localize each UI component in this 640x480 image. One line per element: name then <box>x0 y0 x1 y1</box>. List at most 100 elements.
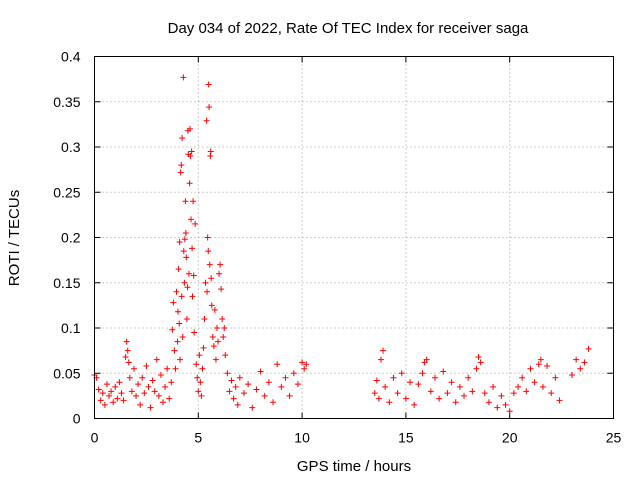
data-point <box>110 399 117 406</box>
data-point <box>506 408 513 415</box>
data-point <box>135 381 142 388</box>
data-point <box>181 236 188 243</box>
data-point <box>199 365 206 372</box>
data-point <box>427 388 434 395</box>
data-point <box>502 401 509 408</box>
data-point <box>175 266 182 273</box>
data-point <box>174 338 181 345</box>
data-point <box>176 320 183 327</box>
y-tick-label: 0.25 <box>53 184 80 200</box>
data-point <box>124 347 131 354</box>
data-point <box>228 377 235 384</box>
data-point <box>118 390 125 397</box>
data-point <box>232 383 239 390</box>
data-point <box>189 293 196 300</box>
data-point <box>95 386 102 393</box>
data-point <box>380 347 387 354</box>
y-tick-label: 0.4 <box>61 49 81 65</box>
data-point <box>179 134 186 141</box>
data-point <box>206 104 213 111</box>
data-point <box>208 275 215 282</box>
data-point <box>171 347 178 354</box>
data-points <box>91 74 592 415</box>
data-point <box>415 381 422 388</box>
data-point <box>240 390 247 397</box>
data-point <box>203 117 210 124</box>
data-point <box>568 372 575 379</box>
data-point <box>173 288 180 295</box>
data-point <box>222 352 229 359</box>
data-point <box>585 345 592 352</box>
data-point <box>147 404 154 411</box>
data-point <box>198 392 205 399</box>
data-point <box>212 356 219 363</box>
data-point <box>187 153 194 160</box>
data-point <box>386 399 393 406</box>
data-point <box>168 379 175 386</box>
y-tick-label: 0.2 <box>61 230 81 246</box>
y-tick-label: 0.3 <box>61 139 81 155</box>
data-point <box>177 169 184 176</box>
data-point <box>209 334 216 341</box>
data-point <box>176 239 183 246</box>
data-point <box>183 254 190 261</box>
data-point <box>207 148 214 155</box>
y-tick-label: 0.15 <box>53 275 80 291</box>
data-point <box>149 377 156 384</box>
data-point <box>510 390 517 397</box>
data-point <box>475 353 482 360</box>
data-point <box>177 356 184 363</box>
data-point <box>133 392 140 399</box>
data-point <box>200 344 207 351</box>
y-tick-label: 0.1 <box>61 320 81 336</box>
data-point <box>160 399 167 406</box>
x-tick-label: 10 <box>294 430 310 446</box>
data-point <box>108 388 115 395</box>
data-point <box>114 395 121 402</box>
data-point <box>278 383 285 390</box>
data-point <box>398 370 405 377</box>
data-point <box>130 365 137 372</box>
data-point <box>193 361 200 368</box>
data-point <box>143 363 150 370</box>
data-point <box>436 395 443 402</box>
data-point <box>423 356 430 363</box>
data-point <box>145 383 152 390</box>
data-point <box>205 81 212 88</box>
data-point <box>431 374 438 381</box>
data-point <box>197 379 204 386</box>
data-point <box>151 388 158 395</box>
data-point <box>535 361 542 368</box>
data-point <box>469 388 476 395</box>
data-point <box>539 383 546 390</box>
data-point <box>477 359 484 366</box>
data-point <box>99 390 106 397</box>
data-point <box>128 388 135 395</box>
x-axis-label: GPS time / hours <box>297 458 411 475</box>
data-point <box>216 270 223 277</box>
data-point <box>186 125 193 132</box>
axis-ticks: 0 5 10 15 20 25 0 0.05 0.1 0.15 0.2 0.25 0.3 0.35 0.4 <box>53 49 621 446</box>
data-point <box>195 388 202 395</box>
data-point <box>299 359 306 366</box>
grid <box>94 56 614 419</box>
data-point <box>485 399 492 406</box>
data-point <box>220 334 227 341</box>
data-point <box>112 383 119 390</box>
data-point <box>301 365 308 372</box>
data-point <box>204 234 211 241</box>
data-point <box>153 356 160 363</box>
data-point <box>230 395 237 402</box>
data-point <box>162 383 169 390</box>
data-point <box>452 399 459 406</box>
data-point <box>180 248 187 255</box>
data-point <box>139 374 146 381</box>
data-point <box>190 272 197 279</box>
data-point <box>164 365 171 372</box>
data-point <box>444 390 451 397</box>
data-point <box>286 392 293 399</box>
data-point <box>440 368 447 375</box>
data-point <box>577 365 584 372</box>
data-point <box>180 74 187 81</box>
data-point <box>141 390 148 397</box>
